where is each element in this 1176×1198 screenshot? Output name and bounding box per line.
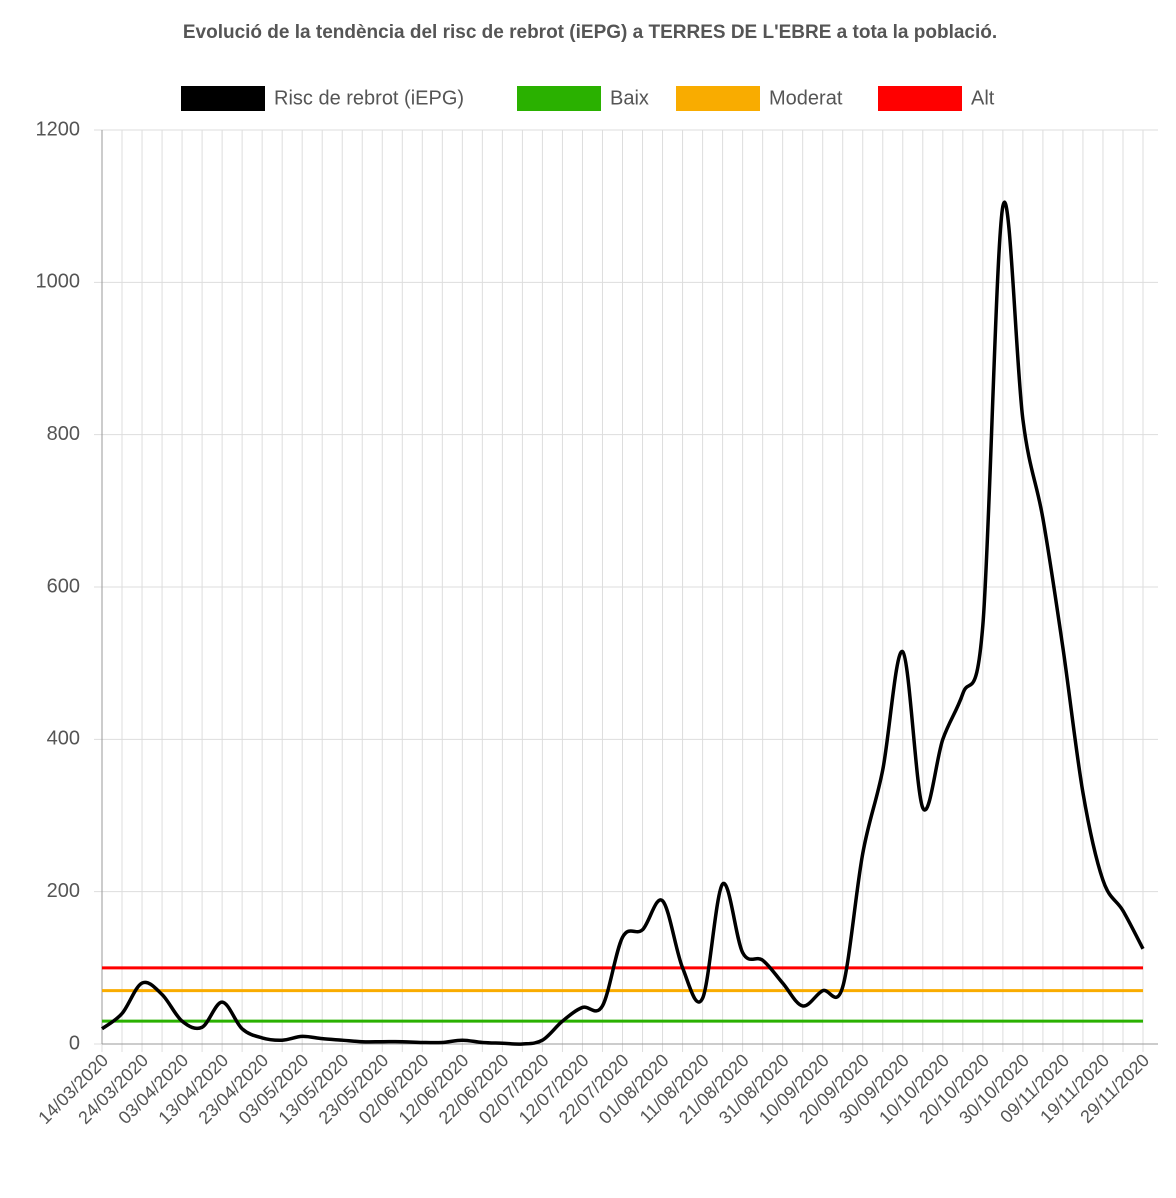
chart-title: Evolució de la tendència del risc de reb… <box>183 22 997 43</box>
legend-swatch <box>181 86 265 111</box>
y-tick-label: 400 <box>47 728 80 750</box>
legend-swatch <box>517 86 601 111</box>
y-tick-label: 600 <box>47 575 80 597</box>
y-tick-label: 1000 <box>36 271 81 293</box>
legend-label: Risc de rebrot (iEPG) <box>274 87 464 109</box>
y-tick-label: 200 <box>47 880 80 902</box>
y-tick-label: 1200 <box>36 118 81 140</box>
y-tick-label: 800 <box>47 423 80 445</box>
y-tick-label: 0 <box>69 1032 80 1054</box>
legend-swatch <box>878 86 962 111</box>
data-line <box>100 200 1145 1046</box>
legend-label: Baix <box>610 87 649 109</box>
legend-swatch <box>676 86 760 111</box>
legend-label: Moderat <box>769 87 843 109</box>
legend-label: Alt <box>971 87 995 109</box>
